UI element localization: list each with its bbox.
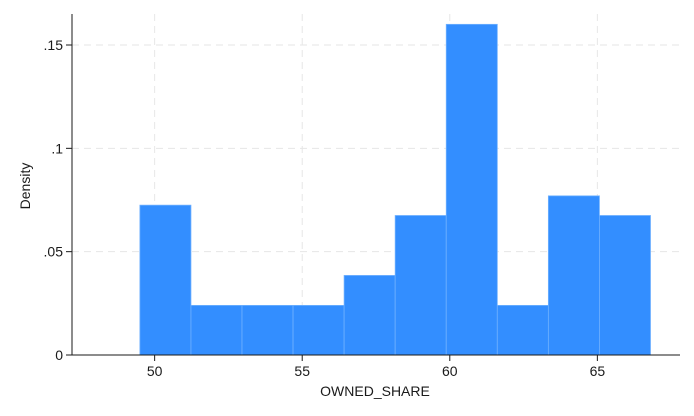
histogram-bar-8 bbox=[547, 195, 600, 356]
y-tick-label-1: .05 bbox=[44, 244, 64, 260]
x-axis-title: OWNED_SHARE bbox=[320, 383, 430, 399]
histogram-bar-9 bbox=[599, 215, 651, 356]
y-tick-label-2: .1 bbox=[51, 140, 63, 156]
histogram-bar-1 bbox=[190, 304, 243, 356]
histogram-bar-5 bbox=[394, 215, 447, 356]
y-axis-title: Density bbox=[17, 163, 33, 210]
x-axis-ticks: 50 55 60 65 bbox=[147, 355, 606, 379]
histogram-bar-4 bbox=[343, 275, 396, 356]
x-tick-label-0: 50 bbox=[147, 363, 163, 379]
histogram-bar-3 bbox=[292, 304, 345, 356]
y-tick-label-3: .15 bbox=[44, 37, 64, 53]
x-tick-label-1: 55 bbox=[294, 363, 310, 379]
y-tick-label-0: 0 bbox=[55, 347, 63, 363]
x-tick-label-2: 60 bbox=[442, 363, 458, 379]
histogram-bar-2 bbox=[241, 304, 294, 356]
axes bbox=[71, 14, 680, 356]
x-tick-label-3: 65 bbox=[590, 363, 606, 379]
y-axis-ticks: 0 .05 .1 .15 bbox=[44, 37, 72, 363]
histogram-bars bbox=[139, 23, 651, 356]
histogram-bar-6 bbox=[445, 23, 498, 356]
histogram-bar-0 bbox=[139, 204, 192, 356]
histogram-bar-7 bbox=[496, 304, 549, 356]
